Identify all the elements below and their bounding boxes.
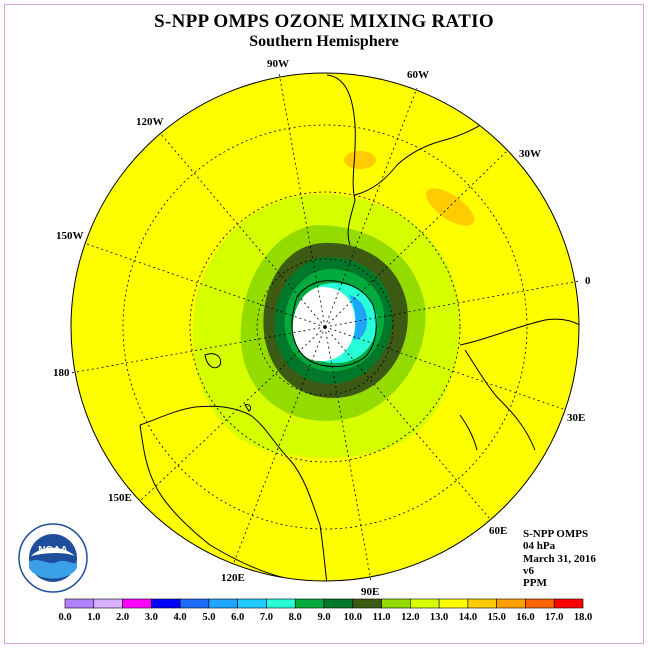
meridian <box>324 280 580 328</box>
noaa-logo-text: NOAA <box>38 545 67 556</box>
lon-label-90e: 90E <box>361 586 379 598</box>
coast-africa <box>464 349 536 451</box>
contour-14-patch <box>344 151 376 169</box>
meridian <box>70 326 326 374</box>
meridian <box>324 326 491 520</box>
lon-label-0: 0 <box>585 275 591 287</box>
colorbar-swatch <box>323 598 354 609</box>
colorbar-swatch <box>237 598 267 609</box>
colorbar-swatch <box>294 598 325 609</box>
colorbar-label: 1.0 <box>87 612 100 623</box>
colorbar-label: 17.0 <box>545 612 563 623</box>
coast-antarctica <box>291 280 377 367</box>
lon-label-150w: 150W <box>56 230 84 242</box>
colorbar-swatches <box>64 598 584 609</box>
colorbar-swatch <box>438 598 469 609</box>
colorbar-swatch <box>381 598 411 609</box>
colorbar-swatch <box>179 598 210 609</box>
colorbar-label: 15.0 <box>487 612 505 623</box>
lon-label-180: 180 <box>53 367 70 379</box>
info-date: March 31, 2016 <box>523 552 596 565</box>
colorbar-labels: 0.0 1.0 2.0 3.0 4.0 5.0 6.0 7.0 8.0 9.0 10.0 11.0 12… <box>58 612 592 623</box>
colorbar-swatch <box>496 598 526 609</box>
info-units: PPM <box>523 577 547 590</box>
latitude-circle <box>189 191 461 463</box>
lon-label-60e: 60E <box>489 525 507 537</box>
colorbar-label: 6.0 <box>231 612 244 623</box>
meridian <box>139 326 326 502</box>
latitude-circle <box>256 258 394 396</box>
colorbar-label: 13.0 <box>430 612 448 623</box>
lon-label-120w: 120W <box>136 116 164 128</box>
contour-14-patch <box>426 188 474 226</box>
map-subtitle: Southern Hemisphere <box>249 33 399 50</box>
colorbar-swatch <box>151 598 181 609</box>
polar-map: 90W 60W 30W 0 30E 60E 90E 120E 150E 180 … <box>53 58 591 598</box>
coast-south-america <box>354 114 496 196</box>
colorbar: 0.0 1.0 2.0 3.0 4.0 5.0 6.0 7.0 8.0 9.0 10.0 11.0 12… <box>58 598 592 623</box>
colorbar-swatch <box>525 598 555 609</box>
meridian <box>324 326 372 582</box>
coast-south-america <box>326 74 356 246</box>
colorbar-label: 18.0 <box>574 612 592 623</box>
colorbar-swatch <box>553 598 584 609</box>
longitude-labels: 90W 60W 30W 0 30E 60E 90E 120E 150E 180 … <box>53 58 591 598</box>
ozone-contours <box>192 151 474 458</box>
colorbar-swatch <box>266 598 296 609</box>
noaa-logo: NOAA <box>18 523 88 593</box>
lon-label-90w: 90W <box>267 58 289 70</box>
polar-night-missing <box>292 287 356 362</box>
map-title: S-NPP OMPS OZONE MIXING RATIO <box>154 11 494 32</box>
latitude-circle <box>122 124 528 530</box>
colorbar-label: 7.0 <box>260 612 273 623</box>
colorbar-label: 14.0 <box>459 612 477 623</box>
colorbar-label: 5.0 <box>202 612 215 623</box>
colorbar-label: 2.0 <box>116 612 129 623</box>
coast-africa <box>459 318 579 346</box>
info-level: 04 hPa <box>523 540 556 553</box>
coast-tasmania <box>244 404 252 412</box>
colorbar-swatch <box>93 598 123 609</box>
colorbar-label: 12.0 <box>401 612 419 623</box>
colorbar-swatch <box>467 598 497 609</box>
contour-5 <box>349 295 368 340</box>
colorbar-label: 11.0 <box>373 612 391 623</box>
coastlines <box>139 74 579 581</box>
colorbar-swatch <box>64 598 95 609</box>
colorbar-swatch <box>122 598 152 609</box>
lon-label-30e: 30E <box>567 412 585 424</box>
info-version: v6 <box>523 564 534 577</box>
colorbar-label: 8.0 <box>289 612 302 623</box>
product-info: S-NPP OMPS 04 hPa March 31, 2016 v6 PPM <box>523 528 596 589</box>
coast-madagascar <box>459 414 478 451</box>
graticule <box>70 72 580 582</box>
lon-label-150e: 150E <box>108 492 132 504</box>
south-pole-marker <box>323 325 327 329</box>
map-figure: 90W 60W 30W 0 30E 60E 90E 120E 150E 180 … <box>4 4 644 644</box>
colorbar-label: 9.0 <box>317 612 330 623</box>
colorbar-label: 4.0 <box>174 612 187 623</box>
colorbar-label: 16.0 <box>516 612 534 623</box>
colorbar-label: 0.0 <box>58 612 71 623</box>
map-boundary <box>70 72 580 582</box>
coast-australia <box>139 424 296 581</box>
meridian <box>278 72 326 328</box>
coast-new-zealand <box>204 353 222 369</box>
lon-label-120e: 120E <box>221 572 245 584</box>
lon-label-30w: 30W <box>519 148 541 160</box>
colorbar-label: 3.0 <box>145 612 158 623</box>
info-instrument: S-NPP OMPS <box>523 528 589 540</box>
colorbar-swatch <box>352 598 382 609</box>
colorbar-label: 10.0 <box>344 612 362 623</box>
lon-label-60w: 60W <box>407 69 429 81</box>
colorbar-swatch <box>410 598 440 609</box>
colorbar-swatch <box>208 598 238 609</box>
